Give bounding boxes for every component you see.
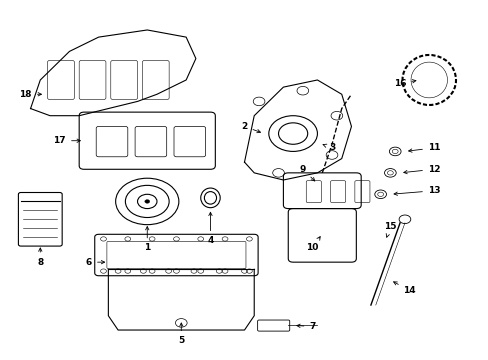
Text: 2: 2 — [241, 122, 260, 133]
Text: 14: 14 — [393, 282, 415, 295]
Text: 6: 6 — [85, 258, 104, 267]
Text: 3: 3 — [323, 143, 334, 152]
Text: 5: 5 — [178, 323, 184, 345]
Circle shape — [386, 171, 392, 175]
Text: 1: 1 — [144, 226, 150, 252]
Text: 7: 7 — [296, 322, 315, 331]
Text: 8: 8 — [37, 248, 43, 267]
Text: 11: 11 — [408, 143, 440, 152]
Text: 16: 16 — [393, 79, 415, 88]
Circle shape — [144, 200, 149, 203]
Text: 13: 13 — [393, 186, 440, 195]
Text: 10: 10 — [306, 237, 320, 252]
Text: 9: 9 — [299, 165, 314, 181]
Text: 18: 18 — [20, 90, 41, 99]
Text: 12: 12 — [403, 165, 440, 174]
Text: 15: 15 — [384, 222, 396, 237]
Circle shape — [391, 149, 397, 154]
Text: 17: 17 — [53, 136, 80, 145]
Circle shape — [377, 192, 383, 197]
Text: 4: 4 — [207, 212, 213, 245]
